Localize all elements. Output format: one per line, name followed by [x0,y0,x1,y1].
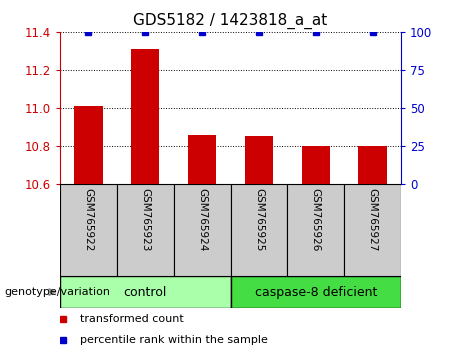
Bar [358,146,387,184]
Text: control: control [124,286,167,298]
Bar [301,146,330,184]
Text: GSM765926: GSM765926 [311,188,321,251]
Bar [117,184,174,276]
Text: GSM765925: GSM765925 [254,188,264,251]
Text: GSM765924: GSM765924 [197,188,207,251]
Title: GDS5182 / 1423818_a_at: GDS5182 / 1423818_a_at [133,13,328,29]
Bar [174,184,230,276]
Text: GSM765923: GSM765923 [140,188,150,251]
Bar [188,135,216,184]
Text: percentile rank within the sample: percentile rank within the sample [80,335,268,345]
Text: GSM765927: GSM765927 [367,188,378,251]
Bar [131,49,160,184]
Bar [60,276,230,308]
Bar [245,136,273,184]
Bar [344,184,401,276]
Bar [230,276,401,308]
Text: genotype/variation: genotype/variation [5,287,111,297]
Bar [230,184,287,276]
Text: transformed count: transformed count [80,314,184,325]
Text: GSM765922: GSM765922 [83,188,94,251]
Text: caspase-8 deficient: caspase-8 deficient [254,286,377,298]
Bar [60,184,117,276]
Bar [287,184,344,276]
Bar [74,106,102,184]
